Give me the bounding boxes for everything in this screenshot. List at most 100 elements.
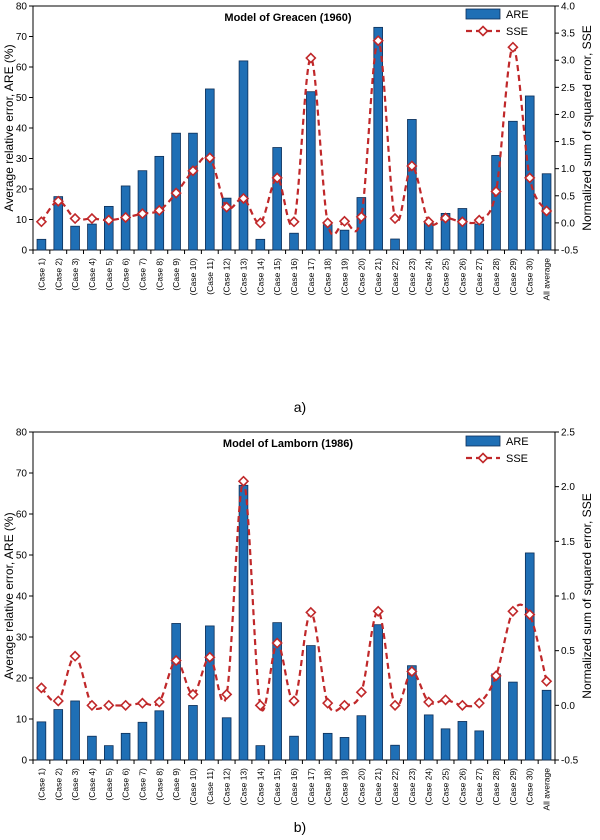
bar-are: [87, 223, 97, 251]
sse-marker: [456, 699, 469, 711]
x-category-label: (Case 19): [340, 258, 350, 295]
sse-marker: [69, 650, 81, 662]
sse-marker: [456, 216, 469, 228]
sse-marker: [406, 160, 418, 172]
y-tick-label: 80: [16, 2, 28, 13]
sse-marker: [187, 165, 199, 177]
x-category-label: (Case 4): [87, 258, 97, 291]
sse-marker: [237, 475, 250, 487]
sse-marker: [86, 212, 98, 225]
y-tick-label: 30: [16, 154, 28, 165]
bar-are: [423, 714, 434, 761]
x-category-label: (Case 4): [87, 768, 97, 801]
x-category-label: (Case 23): [407, 768, 417, 805]
sse-marker: [322, 697, 334, 709]
x-category-label: (Case 20): [356, 768, 366, 805]
x-category-label: (Case 6): [121, 768, 131, 801]
legend-label-are: ARE: [506, 9, 529, 21]
sse-marker: [423, 696, 435, 708]
x-category-label: (Case 24): [424, 768, 434, 805]
bar-are: [221, 717, 232, 761]
y-axis-label: Average relative error, ARE (%): [2, 512, 16, 679]
bar-are: [154, 155, 165, 251]
sse-marker: [423, 216, 435, 228]
bar-are: [188, 132, 198, 251]
x-category-label: (Case 15): [272, 258, 282, 295]
x-category-label: (Case 3): [70, 258, 80, 291]
sse-marker: [473, 214, 485, 226]
sse-marker: [507, 41, 519, 53]
x-category-label: (Case 5): [104, 258, 114, 291]
bar-are: [137, 721, 148, 761]
sse-marker: [372, 605, 384, 617]
x-category-label: (Case 29): [508, 768, 518, 805]
bar-are: [70, 700, 80, 761]
x-category-label: (Case 25): [441, 768, 451, 805]
x-category-label: (Case 30): [525, 258, 535, 295]
x-category-label: (Case 6): [121, 258, 131, 291]
bar-are: [289, 232, 299, 251]
bar-are: [289, 735, 299, 761]
x-category-label: (Case 8): [154, 258, 164, 291]
y2-tick-label: 2.0: [561, 110, 575, 121]
bar-are: [339, 229, 350, 251]
y2-tick-label: 2.5: [561, 83, 575, 94]
x-category-label: (Case 22): [390, 768, 400, 805]
bar-are: [373, 26, 383, 251]
x-category-label: (Case 13): [238, 258, 248, 295]
bar-are: [53, 709, 64, 761]
bar-are: [407, 665, 417, 761]
legend-label-are: ARE: [506, 436, 529, 448]
sse-marker: [389, 212, 401, 225]
x-category-label: (Case 14): [255, 768, 265, 805]
y-tick-label: 60: [16, 510, 28, 521]
y-tick-label: 70: [16, 469, 28, 480]
sse-marker: [35, 682, 48, 694]
sse-marker: [86, 699, 98, 711]
sse-line: [40, 39, 548, 236]
x-category-label: (Case 24): [424, 258, 434, 295]
bar-are: [36, 721, 47, 761]
bar-are: [508, 681, 518, 761]
sse-marker: [271, 637, 283, 649]
sse-marker: [305, 606, 317, 619]
legend-marker-sse: [477, 452, 489, 464]
sse-marker: [204, 152, 216, 164]
legend-label-sse: SSE: [506, 26, 528, 38]
bar-are: [373, 624, 383, 761]
x-category-label: (Case 20): [356, 258, 366, 295]
panel-label: b): [294, 819, 306, 835]
sse-marker: [507, 605, 519, 617]
sse-marker: [153, 696, 165, 708]
x-category-label: (Case 21): [373, 768, 383, 805]
x-category-label: (Case 7): [137, 768, 147, 801]
sse-marker: [187, 688, 199, 701]
y2-tick-label: 4.0: [561, 2, 575, 13]
x-category-label: (Case 26): [457, 258, 467, 295]
x-category-label: (Case 28): [491, 768, 501, 805]
y2-tick-label: 2.0: [561, 482, 575, 493]
sse-marker: [439, 694, 452, 706]
x-category-label: (Case 27): [474, 258, 484, 295]
y2-axis-label: Normalized sum of squared error, SSE: [580, 493, 594, 698]
y-axis-label: Average relative error, ARE (%): [2, 44, 16, 211]
sse-marker: [355, 211, 367, 223]
bar-are: [205, 625, 215, 761]
sse-marker: [338, 699, 351, 711]
sse-marker: [524, 608, 536, 621]
plot-frame: [32, 431, 556, 761]
bar-are: [171, 623, 181, 761]
bar-are: [306, 645, 316, 761]
y-tick-label: 40: [16, 124, 28, 135]
y-tick-label: 50: [16, 551, 28, 562]
x-category-label: (Case 9): [171, 258, 181, 291]
bar-are: [390, 238, 400, 251]
sse-marker: [322, 217, 334, 229]
sse-marker: [52, 195, 64, 207]
x-category-label: (Case 12): [222, 768, 232, 805]
sse-marker: [288, 695, 300, 707]
x-category-label: (Case 15): [272, 768, 282, 805]
legend-swatch-are: [465, 435, 501, 447]
x-category-label: (Case 8): [154, 768, 164, 801]
x-category-label: (Case 2): [53, 768, 63, 801]
